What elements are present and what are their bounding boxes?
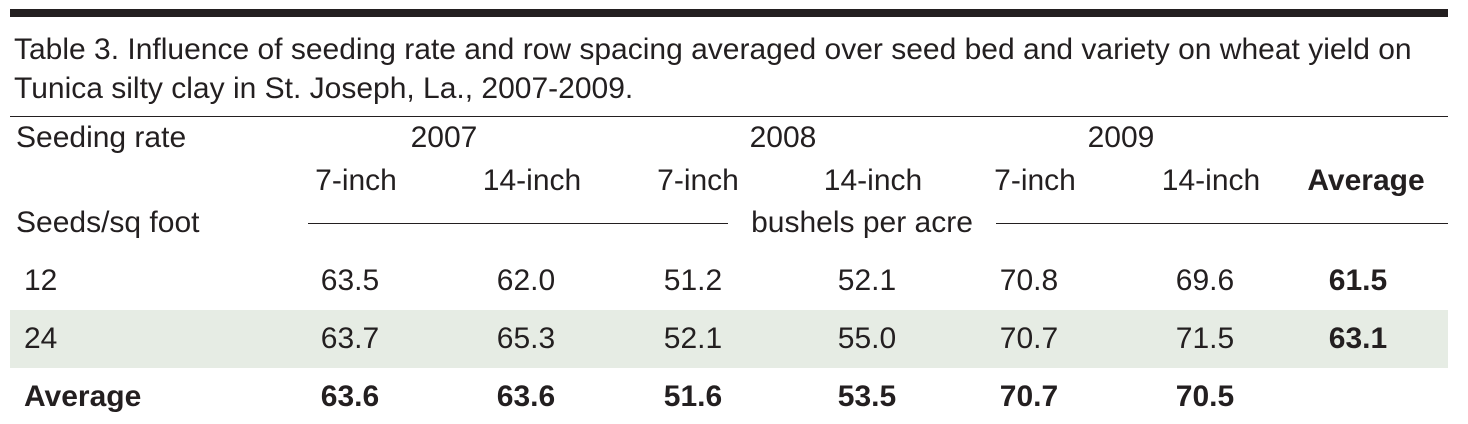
table-cell: 71.5	[1175, 322, 1235, 355]
table-cell: 63.7	[320, 322, 380, 355]
unit-rule-right	[996, 223, 1448, 224]
row-band-shading	[10, 310, 1448, 368]
table-cell: 70.7	[999, 322, 1059, 355]
table-cell: 70.8	[999, 264, 1059, 297]
unit-rule-left	[308, 223, 728, 224]
row-average: 61.5	[1328, 264, 1388, 297]
average-row-label: Average	[24, 380, 142, 413]
column-average: 70.5	[1175, 380, 1235, 413]
table-cell: 55.0	[837, 322, 897, 355]
column-average: 53.5	[837, 380, 897, 413]
column-average: 63.6	[320, 380, 380, 413]
column-average: 51.6	[663, 380, 723, 413]
spacing-header-2009-7in: 7-inch	[994, 164, 1076, 197]
table-cell: 52.1	[837, 264, 897, 297]
column-average: 70.7	[999, 380, 1059, 413]
row-label: 12	[24, 264, 58, 297]
seeds-unit-label: Seeds/sq foot	[16, 206, 200, 239]
table-cell: 51.2	[663, 264, 723, 297]
caption-rule	[10, 116, 1448, 117]
spacing-header-2007-7in: 7-inch	[315, 164, 397, 197]
row-average: 63.1	[1328, 322, 1388, 355]
spacing-header-2009-14in: 14-inch	[1161, 164, 1261, 197]
table-cell: 65.3	[496, 322, 556, 355]
table-cell: 63.5	[320, 264, 380, 297]
spacing-header-2007-14in: 14-inch	[482, 164, 582, 197]
table-cell: 52.1	[663, 322, 723, 355]
spacing-header-2008-7in: 7-inch	[657, 164, 739, 197]
year-header-2007: 2007	[410, 121, 478, 154]
average-column-header: Average	[1307, 164, 1425, 197]
year-header-2008: 2008	[749, 121, 817, 154]
spacing-header-2008-14in: 14-inch	[823, 164, 923, 197]
table-cell: 69.6	[1175, 264, 1235, 297]
table-caption: Table 3. Influence of seeding rate and r…	[14, 33, 1412, 105]
table-top-bar	[10, 9, 1448, 17]
seeding-rate-header: Seeding rate	[16, 121, 187, 154]
bushels-unit-label: bushels per acre	[751, 206, 973, 239]
row-label: 24	[24, 322, 58, 355]
column-average: 63.6	[496, 380, 556, 413]
year-header-2009: 2009	[1087, 121, 1155, 154]
table-cell: 62.0	[496, 264, 556, 297]
